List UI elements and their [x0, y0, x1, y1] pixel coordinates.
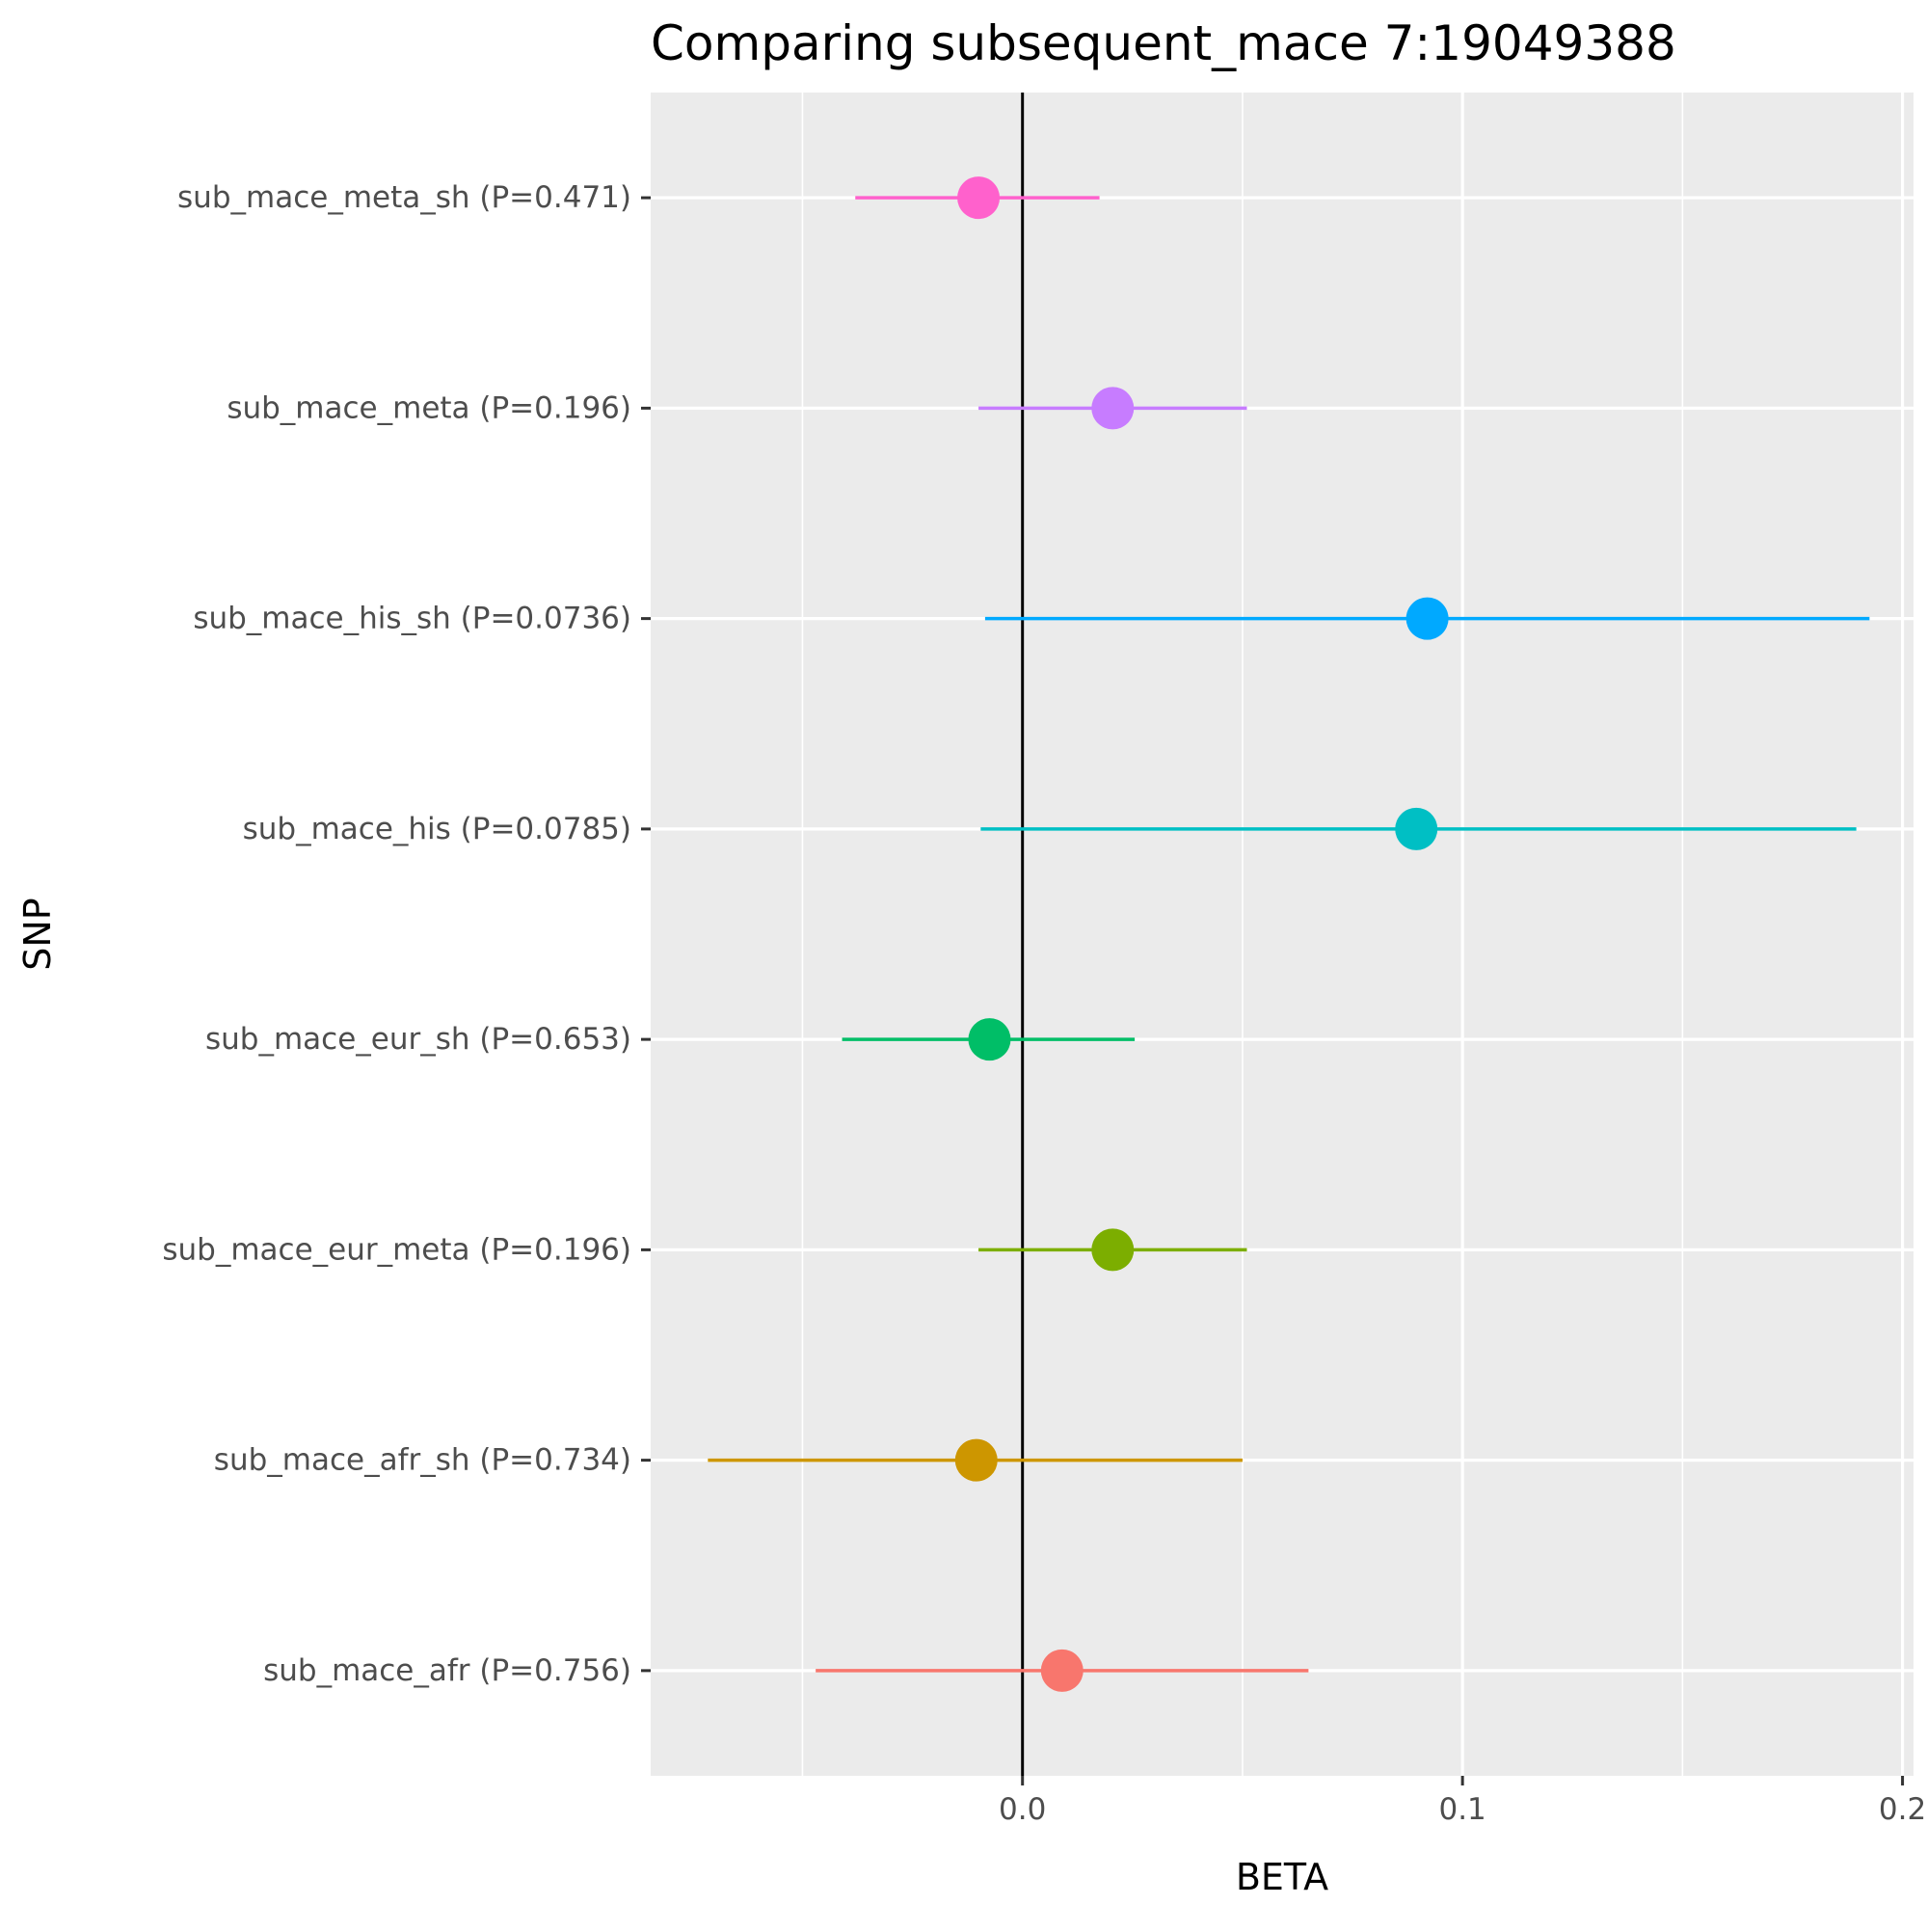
plot-layer: sub_mace_meta_sh (P=0.471) sub_mace_meta … [162, 93, 1926, 1827]
y-tick-label: sub_mace_eur_sh (P=0.653) [205, 1022, 631, 1057]
data-point [968, 1018, 1011, 1061]
chart-title: Comparing subsequent_mace 7:19049388 [651, 15, 1676, 71]
y-tick-label: sub_mace_meta (P=0.196) [227, 390, 631, 425]
y-tick-label: sub_mace_his (P=0.0785) [243, 812, 631, 846]
plot-panel [651, 93, 1914, 1776]
y-tick-label: sub_mace_afr_sh (P=0.734) [214, 1443, 631, 1478]
y-tick-label: sub_mace_his_sh (P=0.0736) [193, 602, 631, 636]
data-point [1091, 1228, 1135, 1272]
x-tick-label: 0.1 [1438, 1792, 1485, 1827]
data-point [957, 176, 1001, 220]
x-tick-label: 0.0 [999, 1792, 1046, 1827]
x-tick-label: 0.2 [1879, 1792, 1926, 1827]
data-point [1395, 807, 1438, 850]
y-tick-label: sub_mace_afr (P=0.756) [263, 1653, 631, 1688]
data-point [1091, 387, 1135, 430]
data-point [1405, 597, 1449, 640]
x-axis-title: BETA [1236, 1856, 1328, 1898]
y-tick-label: sub_mace_eur_meta (P=0.196) [162, 1232, 631, 1267]
y-tick-label: sub_mace_meta_sh (P=0.471) [177, 180, 631, 215]
data-point [1040, 1649, 1084, 1692]
data-point [954, 1438, 998, 1482]
y-axis-title: SNP [16, 898, 59, 970]
